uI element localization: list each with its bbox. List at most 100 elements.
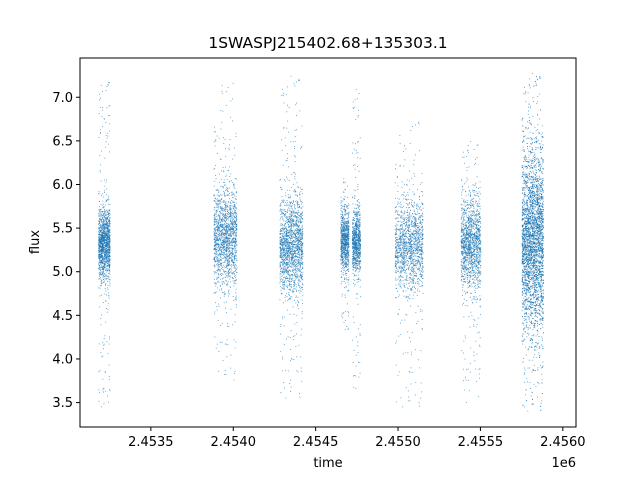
data-point (290, 216, 292, 218)
data-point (235, 283, 237, 285)
data-point (292, 249, 294, 251)
data-point (105, 244, 106, 246)
data-point (222, 241, 224, 243)
data-point (293, 244, 294, 245)
data-point (230, 251, 232, 253)
data-point (107, 245, 109, 247)
data-point (234, 204, 236, 206)
data-point (291, 249, 293, 251)
data-point (235, 274, 237, 276)
data-point (218, 261, 220, 263)
data-point (108, 257, 110, 259)
data-point (235, 255, 237, 257)
data-point (229, 216, 230, 218)
data-point (299, 243, 301, 244)
data-point (233, 225, 235, 227)
data-point (299, 268, 301, 270)
data-point (98, 245, 100, 247)
data-point (231, 241, 233, 243)
data-point (236, 271, 238, 273)
data-point (297, 260, 299, 262)
data-point (280, 249, 282, 251)
data-point (225, 233, 226, 235)
data-point (109, 229, 111, 230)
data-point (235, 229, 237, 231)
data-point (108, 256, 109, 257)
data-point (102, 250, 104, 252)
data-point (103, 252, 105, 254)
data-point (282, 236, 284, 238)
data-point (217, 205, 219, 207)
data-point (293, 225, 295, 226)
data-point (290, 232, 292, 234)
data-point (291, 203, 293, 204)
data-point (99, 206, 101, 208)
data-point (109, 251, 111, 253)
data-point (106, 250, 108, 252)
data-point (101, 230, 103, 232)
data-point (108, 275, 110, 277)
data-point (108, 292, 109, 294)
data-point (234, 282, 236, 284)
data-point (100, 272, 102, 274)
data-point (217, 259, 219, 261)
data-point (347, 311, 349, 313)
data-point (291, 227, 292, 229)
data-point (109, 271, 111, 273)
data-point (104, 278, 106, 279)
data-point (235, 212, 237, 214)
data-point (284, 234, 286, 236)
data-point (282, 257, 283, 259)
data-point (221, 207, 223, 208)
data-point (223, 249, 225, 251)
data-point (109, 217, 111, 218)
data-point (293, 259, 295, 261)
data-point (231, 235, 232, 237)
data-point (229, 243, 230, 245)
data-point (302, 245, 304, 247)
data-point (228, 181, 230, 183)
data-point (223, 242, 225, 244)
data-point (106, 249, 107, 251)
data-point (286, 217, 288, 219)
data-point (299, 205, 301, 207)
data-point (218, 247, 220, 249)
data-point (217, 222, 219, 224)
data-point (288, 226, 290, 227)
data-point (232, 207, 234, 209)
data-point (230, 213, 232, 215)
data-point (280, 333, 281, 335)
data-point (106, 244, 108, 246)
data-point (294, 214, 296, 216)
data-point (291, 224, 293, 226)
data-point (341, 246, 343, 248)
data-point (280, 217, 281, 219)
data-point (299, 110, 301, 112)
data-point (104, 254, 105, 256)
data-point (290, 221, 292, 223)
data-point (341, 262, 343, 263)
data-point (216, 258, 218, 260)
data-point (214, 232, 216, 234)
data-point (293, 272, 295, 274)
data-point (295, 288, 297, 290)
data-point (289, 242, 291, 244)
data-point (302, 273, 304, 275)
data-point (102, 253, 104, 255)
data-point (229, 242, 231, 244)
data-point (293, 268, 295, 270)
data-point (235, 232, 236, 234)
data-point (219, 211, 221, 212)
data-point (213, 236, 215, 238)
data-point (107, 241, 109, 243)
data-point (293, 190, 295, 192)
data-point (281, 199, 283, 201)
data-point (222, 208, 224, 209)
data-point (297, 221, 299, 223)
data-point (230, 173, 232, 175)
data-point (214, 264, 215, 266)
data-point (106, 240, 108, 242)
data-point (285, 271, 287, 273)
data-point (224, 271, 226, 272)
data-point (300, 228, 302, 230)
